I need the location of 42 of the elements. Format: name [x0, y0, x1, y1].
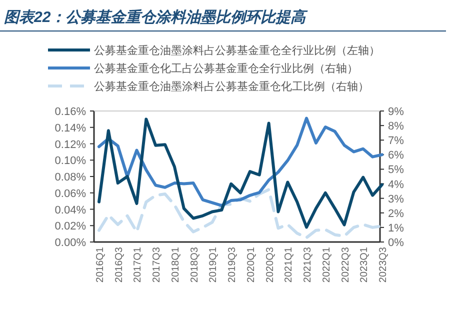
x-tick-label: 2017Q3 [152, 246, 163, 283]
y2-tick-label: 0% [388, 237, 404, 249]
x-tick-label: 2018Q1 [170, 246, 182, 283]
x-tick-label: 2023Q1 [359, 246, 370, 283]
x-tick-label: 2016Q3 [114, 246, 125, 283]
y2-tick-label: 1% [388, 222, 404, 234]
x-tick-label: 2020Q1 [246, 246, 257, 283]
x-tick-label: 2021Q1 [284, 246, 295, 283]
y2-tick-label: 4% [388, 178, 404, 191]
chart-title: 图表22：公募基金重仓涂料油墨比例环比提高 [4, 8, 309, 26]
line-series [98, 188, 384, 240]
y-tick-label: 0.12% [54, 138, 86, 151]
x-tick-label: 2022Q3 [340, 246, 352, 283]
x-tick-label: 2016Q1 [95, 246, 106, 283]
y2-tick-label: 3% [388, 193, 404, 206]
x-tick-label: 2018Q3 [189, 246, 200, 283]
y2-tick-label: 2% [388, 208, 404, 220]
x-tick-label: 2022Q1 [321, 246, 332, 283]
x-tick-label: 2017Q1 [132, 246, 144, 283]
x-tick-label: 2021Q3 [302, 246, 314, 283]
y2-tick-label: 7% [388, 135, 404, 148]
y-tick-label: 0.16% [54, 106, 86, 118]
y2-tick-label: 9% [388, 106, 404, 118]
y-tick-label: 0.06% [54, 188, 86, 200]
y-tick-label: 0.02% [54, 220, 86, 233]
line-series [98, 118, 384, 229]
legend-label: 公募基金重仓油墨涂料占公募基金重仓化工比例（右轴） [94, 80, 369, 93]
x-tick-label: 2019Q3 [227, 246, 238, 283]
y2-tick-label: 5% [388, 164, 404, 176]
y-tick-label: 0.04% [54, 204, 86, 216]
line-series [98, 116, 384, 208]
legend-label: 公募基金重仓化工占公募基金重仓全行业比例（右轴） [94, 62, 358, 75]
y-tick-label: 0.14% [54, 122, 86, 134]
x-tick-label: 2023Q3 [378, 246, 389, 283]
y2-tick-label: 6% [388, 150, 404, 162]
y-tick-label: 0.08% [54, 172, 86, 184]
x-tick-label: 2020Q3 [264, 246, 276, 283]
legend-label: 公募基金重仓油墨涂料占公募基金重仓全行业比例（左轴） [94, 44, 380, 57]
x-tick-label: 2019Q1 [208, 246, 220, 283]
y-tick-label: 0.10% [54, 155, 86, 168]
y2-tick-label: 8% [388, 120, 404, 133]
y-tick-label: 0.00% [54, 237, 86, 249]
